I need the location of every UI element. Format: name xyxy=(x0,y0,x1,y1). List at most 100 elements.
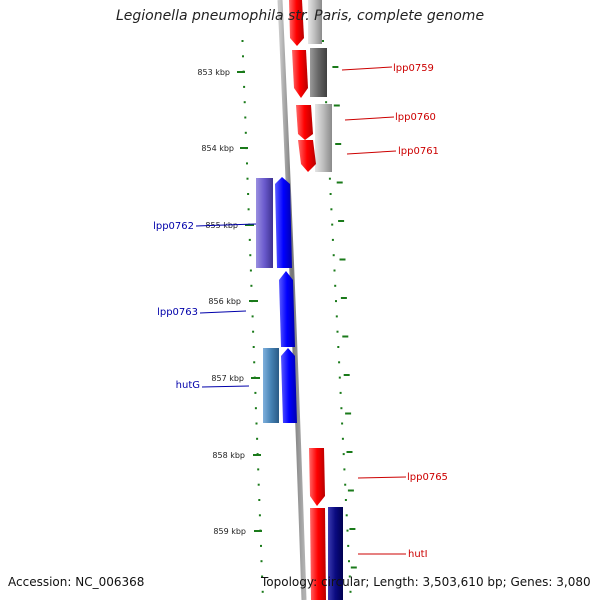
gene-feature-lpp0763[interactable] xyxy=(279,271,295,347)
label-leader xyxy=(201,385,250,388)
guide-dot xyxy=(345,514,348,517)
guide-dot xyxy=(341,437,344,440)
minor-tick xyxy=(333,104,340,107)
label-leader xyxy=(195,223,257,227)
map-title: Legionella pneumophila str. Paris, compl… xyxy=(115,8,485,24)
minor-tick xyxy=(332,66,339,68)
gene-labels: lpp0759 lpp0760 lpp0761 lpp0762 lpp0763 … xyxy=(153,63,448,560)
gene-label-lpp0761[interactable]: lpp0761 xyxy=(398,146,439,157)
guide-dot xyxy=(258,514,261,517)
gene-label-lpp0763[interactable]: lpp0763 xyxy=(157,307,198,318)
guide-dot xyxy=(244,131,247,134)
guide-dot xyxy=(333,269,336,272)
minor-tick xyxy=(346,451,353,453)
gene-feature-hutG[interactable] xyxy=(281,348,297,423)
guide-dot xyxy=(249,269,252,272)
guide-dot xyxy=(256,437,259,440)
genome-summary-text: Topology: circular; Length: 3,503,610 bp… xyxy=(261,575,591,589)
minor-tick xyxy=(349,528,356,530)
minor-tick xyxy=(340,297,347,299)
label-leader xyxy=(341,66,393,71)
guide-dot xyxy=(329,193,332,195)
axis-tick-label: 854 kbp xyxy=(201,144,234,153)
gene-label-lpp0762[interactable]: lpp0762 xyxy=(153,221,194,232)
axis-ticks: 853 kbp 854 kbp 855 kbp 856 kbp 857 kbp … xyxy=(197,68,262,536)
guide-dot xyxy=(261,575,264,578)
gene-feature-hutG-partner[interactable] xyxy=(263,348,279,423)
guide-dot xyxy=(246,177,249,180)
guide-dot xyxy=(248,238,251,241)
label-leader xyxy=(344,116,395,121)
guide-dot xyxy=(332,254,335,257)
minor-tick xyxy=(350,566,357,569)
guide-dot xyxy=(348,575,351,578)
guide-dot xyxy=(334,284,337,287)
guide-dot xyxy=(260,544,262,547)
gene-feature-lpp0762-partner[interactable] xyxy=(256,178,273,268)
guide-dot xyxy=(252,330,255,333)
guide-dot xyxy=(325,101,328,104)
gene-feature-lpp0760[interactable] xyxy=(296,105,313,140)
guide-dot xyxy=(244,116,247,119)
minor-tick xyxy=(343,374,350,376)
guide-dot xyxy=(336,330,339,333)
gene-label-hutG[interactable]: hutG xyxy=(176,380,200,391)
guide-dot xyxy=(322,40,324,42)
guide-dot xyxy=(252,346,255,348)
guide-dot xyxy=(344,499,347,501)
guide-dot xyxy=(347,544,350,547)
gene-feature-lpp0762[interactable] xyxy=(275,177,292,268)
guide-dot xyxy=(335,315,338,318)
minor-tick xyxy=(345,412,352,415)
label-leader xyxy=(357,476,407,479)
gene-label-lpp0765[interactable]: lpp0765 xyxy=(407,472,448,483)
gene-label-hutI[interactable]: hutI xyxy=(408,549,428,560)
minor-tick xyxy=(347,489,354,492)
guide-dot xyxy=(250,284,253,287)
gene-feature-lpp0761[interactable] xyxy=(298,140,316,172)
gene-label-lpp0760[interactable]: lpp0760 xyxy=(395,112,436,123)
gene-feature-hutI[interactable] xyxy=(310,508,326,600)
label-leader xyxy=(346,150,397,155)
guide-dot xyxy=(249,254,252,257)
guide-dot xyxy=(247,193,250,195)
forward-features xyxy=(289,0,343,600)
gene-feature-hutI-partner[interactable] xyxy=(328,507,343,600)
guide-dot xyxy=(330,208,333,211)
guide-dot xyxy=(243,101,246,104)
minor-tick xyxy=(335,143,342,145)
guide-dot xyxy=(338,361,341,364)
gene-feature-lpp0759-partner[interactable] xyxy=(310,48,327,97)
axis-tick-label: 857 kbp xyxy=(211,374,244,383)
guide-dot xyxy=(254,407,257,410)
guide-dot xyxy=(340,407,343,410)
minor-tick xyxy=(339,258,346,261)
guide-dot xyxy=(257,468,260,471)
guide-dot xyxy=(339,391,342,394)
gene-feature-lpp0759[interactable] xyxy=(292,50,308,98)
guide-dot xyxy=(341,422,344,425)
guide-dot xyxy=(255,422,258,425)
gene-feature-lpp0760-partner[interactable] xyxy=(315,104,332,172)
axis-tick-label: 856 kbp xyxy=(208,297,241,306)
axis-tick-label: 859 kbp xyxy=(213,527,246,536)
label-leader xyxy=(199,310,247,314)
gene-feature[interactable] xyxy=(289,0,304,46)
guide-dot xyxy=(260,560,263,563)
gene-label-lpp0759[interactable]: lpp0759 xyxy=(393,63,434,74)
guide-dot xyxy=(251,315,254,318)
gene-feature-lpp0765[interactable] xyxy=(309,448,325,506)
guide-dot xyxy=(331,223,334,226)
guide-dot xyxy=(337,346,340,348)
guide-dot xyxy=(349,590,352,593)
guide-dot xyxy=(258,499,261,501)
reverse-features xyxy=(256,177,297,423)
guide-dot xyxy=(331,238,334,241)
guide-dot xyxy=(343,468,346,471)
guide-dot xyxy=(254,391,257,394)
guide-dot xyxy=(257,483,260,486)
gene-feature[interactable] xyxy=(308,0,322,44)
guide-dot xyxy=(328,177,331,180)
minor-tick xyxy=(342,335,349,338)
